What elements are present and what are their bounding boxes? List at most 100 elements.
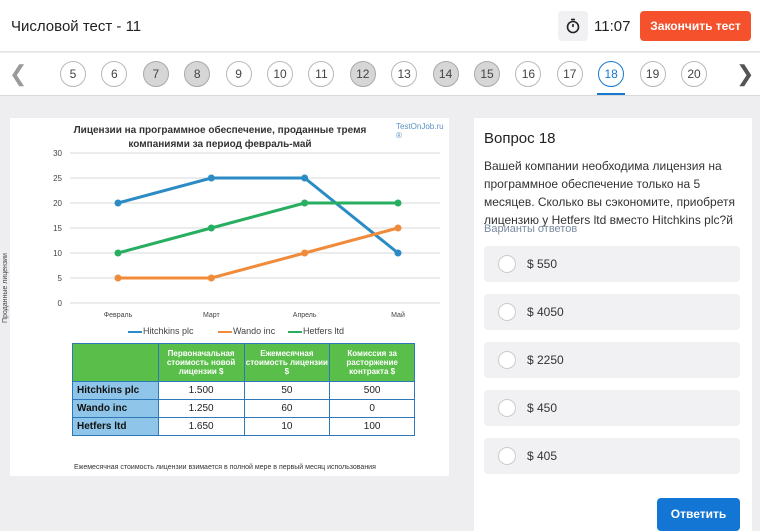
- data-point: [301, 175, 308, 182]
- question-number-button[interactable]: 8: [184, 61, 210, 87]
- data-point: [115, 250, 122, 257]
- data-point: [395, 225, 402, 232]
- legend-swatch: [128, 331, 142, 333]
- stopwatch-icon: [558, 11, 588, 41]
- question-number-button[interactable]: 10: [267, 61, 293, 87]
- current-question-indicator: [597, 93, 625, 95]
- table-cell: 50: [244, 382, 330, 400]
- radio-button[interactable]: [498, 351, 516, 369]
- legend-item: Hitchkins plc: [128, 326, 194, 336]
- question-navigation: ❮ 5 6 7 8 9 10 11 12 13 14 15 16 17 18 19 20 ❯: [0, 53, 760, 96]
- y-tick-label: 15: [53, 224, 62, 233]
- table-cell: 100: [330, 418, 415, 436]
- data-point: [115, 275, 122, 282]
- answer-option-label: $ 4050: [527, 305, 564, 319]
- test-title: Числовой тест - 11: [11, 18, 141, 35]
- table-header-cell: Комиссия за расторжение контракта $: [330, 344, 415, 382]
- table-header-cell: [73, 344, 159, 382]
- legend-label: Hetfers ltd: [303, 326, 344, 336]
- answer-button[interactable]: Ответить: [657, 498, 740, 531]
- data-point: [301, 200, 308, 207]
- question-number-button[interactable]: 5: [60, 61, 86, 87]
- data-point: [208, 275, 215, 282]
- answer-option[interactable]: $ 550: [484, 246, 740, 282]
- y-tick-label: 30: [53, 149, 62, 158]
- table-cell: 500: [330, 382, 415, 400]
- answer-options-label: Варианты ответов: [484, 223, 577, 235]
- x-tick-label: Февраль: [104, 312, 133, 319]
- y-axis-label: Проданные лицензии: [2, 253, 9, 323]
- table-row: Wando inc 1.250 60 0: [73, 400, 415, 418]
- question-number-button[interactable]: 6: [101, 61, 127, 87]
- question-number-button[interactable]: 7: [143, 61, 169, 87]
- question-number-button[interactable]: 19: [640, 61, 666, 87]
- top-bar: Числовой тест - 11 11:07 Закончить тест: [0, 0, 760, 52]
- radio-button[interactable]: [498, 255, 516, 273]
- table-header-cell: Первоначальная стоимость новой лицензии …: [158, 344, 244, 382]
- next-arrow-icon[interactable]: ❯: [736, 63, 754, 85]
- question-number-button[interactable]: 9: [226, 61, 252, 87]
- table-row: Hitchkins plc 1.500 50 500: [73, 382, 415, 400]
- question-number-button[interactable]: 13: [391, 61, 417, 87]
- question-number-button[interactable]: 18: [598, 61, 624, 87]
- y-tick-label: 25: [53, 174, 62, 183]
- table-cell: Wando inc: [73, 400, 159, 418]
- question-number-button[interactable]: 16: [515, 61, 541, 87]
- answer-option[interactable]: $ 450: [484, 390, 740, 426]
- license-table: Первоначальная стоимость новой лицензии …: [72, 343, 415, 436]
- table-row: Hetfers ltd 1.650 10 100: [73, 418, 415, 436]
- answer-option[interactable]: $ 4050: [484, 294, 740, 330]
- table-cell: 0: [330, 400, 415, 418]
- table-cell: Hitchkins plc: [73, 382, 159, 400]
- y-tick-label: 20: [53, 199, 62, 208]
- chart-footnote: Ежемесячная стоимость лицензии взимается…: [74, 464, 376, 471]
- question-panel: Вопрос 18 Вашей компании необходима лице…: [474, 118, 752, 531]
- answer-option-label: $ 2250: [527, 353, 564, 367]
- question-number-button[interactable]: 15: [474, 61, 500, 87]
- x-tick-label: Май: [391, 311, 405, 319]
- table-cell: 1.650: [158, 418, 244, 436]
- question-title: Вопрос 18: [484, 130, 556, 147]
- prev-arrow-icon[interactable]: ❮: [9, 63, 27, 85]
- x-tick-label: Март: [203, 312, 221, 319]
- data-point: [395, 250, 402, 257]
- answer-option-label: $ 450: [527, 401, 557, 415]
- data-point: [208, 175, 215, 182]
- table-header-cell: Ежемесячная стоимость лицензии $: [244, 344, 330, 382]
- y-tick-label: 10: [53, 249, 62, 258]
- table-cell: 10: [244, 418, 330, 436]
- finish-test-button[interactable]: Закончить тест: [640, 11, 751, 41]
- legend-label: Wando inc: [233, 326, 275, 336]
- table-cell: 60: [244, 400, 330, 418]
- chart-panel: Лицензии на программное обеспечение, про…: [10, 118, 449, 476]
- legend-item: Hetfers ltd: [288, 326, 344, 336]
- data-point: [115, 200, 122, 207]
- answer-option-label: $ 550: [527, 257, 557, 271]
- data-point: [301, 250, 308, 257]
- question-number-button[interactable]: 12: [350, 61, 376, 87]
- question-number-button[interactable]: 17: [557, 61, 583, 87]
- answer-option[interactable]: $ 2250: [484, 342, 740, 378]
- question-text: Вашей компании необходима лицензия на пр…: [484, 157, 736, 229]
- y-tick-label: 0: [58, 299, 63, 308]
- legend-swatch: [218, 331, 232, 333]
- radio-button[interactable]: [498, 447, 516, 465]
- timer: 11:07: [594, 18, 630, 35]
- answer-option[interactable]: $ 405: [484, 438, 740, 474]
- question-number-button[interactable]: 11: [308, 61, 334, 87]
- legend-swatch: [288, 331, 302, 333]
- question-number-button[interactable]: 14: [433, 61, 459, 87]
- answer-option-label: $ 405: [527, 449, 557, 463]
- question-number-button[interactable]: 20: [681, 61, 707, 87]
- x-tick-label: Апрель: [293, 312, 317, 319]
- radio-button[interactable]: [498, 303, 516, 321]
- legend-label: Hitchkins plc: [143, 326, 194, 336]
- line-chart: 0 5 10 15 20 25 30 Февраль Март Апрель Май: [10, 118, 449, 343]
- table-cell: 1.250: [158, 400, 244, 418]
- legend-item: Wando inc: [218, 326, 275, 336]
- table-cell: 1.500: [158, 382, 244, 400]
- y-tick-label: 5: [58, 274, 63, 283]
- data-point: [208, 225, 215, 232]
- radio-button[interactable]: [498, 399, 516, 417]
- data-point: [395, 200, 402, 207]
